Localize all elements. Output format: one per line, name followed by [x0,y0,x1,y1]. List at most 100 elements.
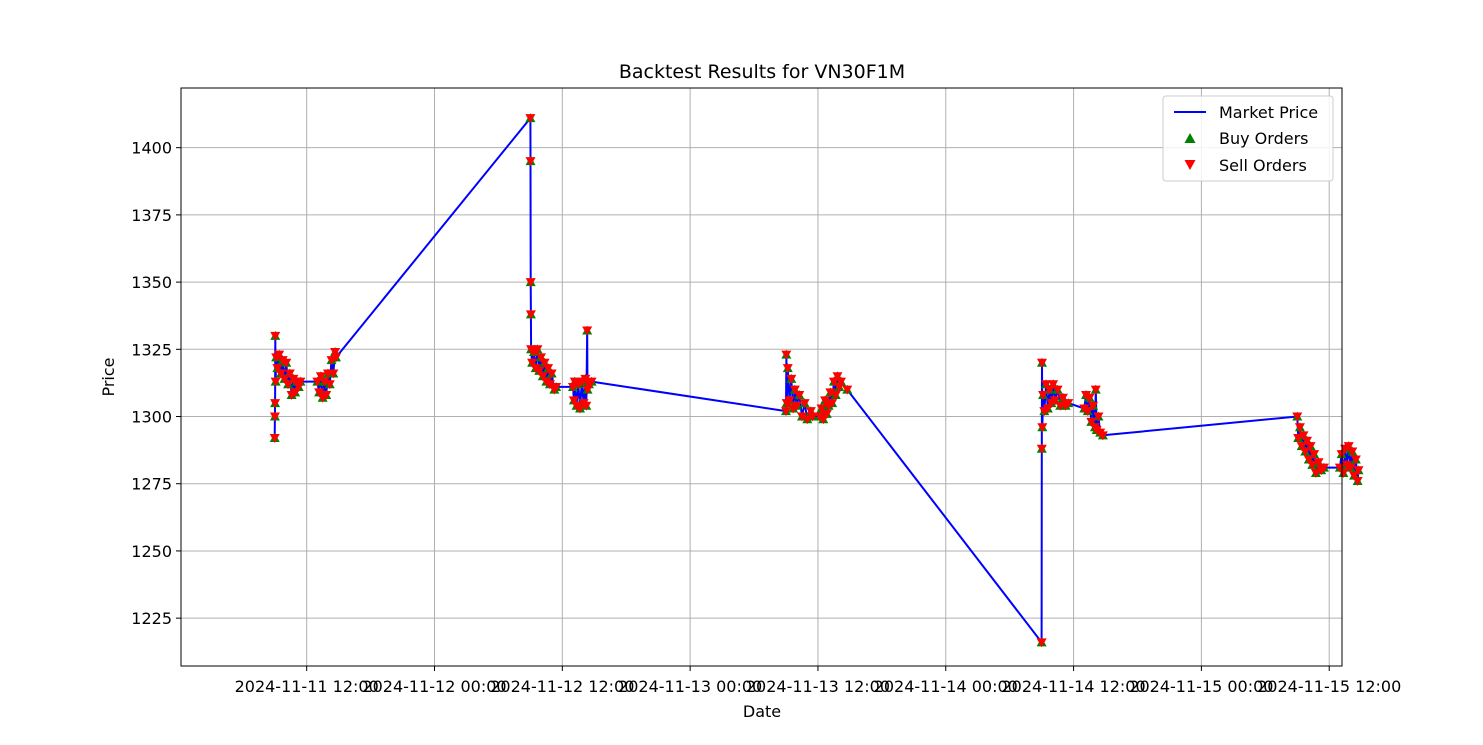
sell-order-marker [281,358,292,368]
sell-order-marker [821,409,832,419]
x-tick-label: 2024-11-12 00:00 [362,677,506,696]
sell-order-marker [805,407,816,417]
x-tick-label: 2024-11-14 00:00 [874,677,1018,696]
sell-order-marker [275,369,286,379]
x-tick-label: 2024-11-13 00:00 [618,677,762,696]
legend: Market Price Buy Orders Sell Orders [1162,95,1334,182]
sell-order-marker [836,377,847,387]
sell-order-marker [1093,412,1104,422]
sell-order-marker [781,350,792,360]
legend-box [1162,95,1334,182]
sell-order-marker [537,372,548,382]
sell-order-marker [825,388,836,398]
sell-order-marker [1086,417,1097,427]
sell-order-marker [1338,468,1349,478]
sell-order-marker [581,401,592,411]
sell-order-marker [1345,463,1356,473]
sell-order-marker [828,377,839,387]
sell-order-marker [1036,358,1047,368]
sell-order-marker [1307,460,1318,470]
sell-order-marker [842,385,853,395]
sell-order-marker [827,399,838,409]
sell-order-marker [1052,385,1063,395]
y-tick-label: 1250 [131,542,172,561]
x-tick-label: 2024-11-15 12:00 [1257,677,1401,696]
sell-order-marker [1041,380,1052,390]
sell-order-marker [832,372,843,382]
sell-order-marker [1038,391,1049,401]
sell-order-marker [1292,412,1303,422]
sell-order-marker [1298,431,1309,441]
sell-order-marker [1349,471,1360,481]
sell-order-marker [582,326,593,336]
sell-order-marker [1353,466,1364,476]
sell-order-marker [1037,423,1048,433]
sell-order-marker [1090,385,1101,395]
y-tick-label: 1400 [131,139,172,158]
plot-frame [180,87,1343,667]
sell-order-marker [290,388,301,398]
legend-buy-orders: Buy Orders [1219,129,1308,148]
sell-order-marker [799,399,810,409]
grid-lines [181,88,1342,666]
sell-order-marker [527,358,538,368]
sell-order-marker [1300,447,1311,457]
sell-order-marker [312,377,323,387]
sell-order-marker [1082,407,1093,417]
y-axis-label: Price [99,357,118,396]
sell-order-marker [324,380,335,390]
y-tick-label: 1375 [131,206,172,225]
sell-order-marker [586,377,597,387]
sell-order-marker [330,353,341,363]
sell-order-marker [820,396,831,406]
sell-order-marker [551,382,562,392]
sell-order-marker [321,391,332,401]
sell-order-marker [802,415,813,425]
legend-triangle-up-icon [1184,133,1196,143]
x-tick-label: 2024-11-11 12:00 [235,677,379,696]
sell-order-marker [270,399,281,409]
sell-order-marker [1036,444,1047,454]
sell-order-marker [536,353,547,363]
sell-order-marker [1084,393,1095,403]
sell-order-marker [782,364,793,374]
sell-order-marker [1318,463,1329,473]
y-tick-label: 1300 [131,408,172,427]
sell-order-marker [544,380,555,390]
sell-order-marker [830,391,841,401]
sell-order-marker [816,404,827,414]
sell-order-marker [1293,434,1304,444]
sell-order-marker [1048,380,1059,390]
sell-order-marker [1294,423,1305,433]
sell-orders-series [269,114,1364,648]
chart-title: Backtest Results for VN30F1M [619,61,905,83]
sell-order-marker [272,364,283,374]
sell-order-marker [780,407,791,417]
sell-order-marker [532,345,543,355]
sell-order-marker [525,114,536,124]
sell-order-marker [525,310,536,320]
sell-order-marker [543,364,554,374]
sell-order-marker [284,369,295,379]
sell-order-marker [525,278,536,288]
sell-order-marker [1352,477,1363,487]
sell-order-marker [1309,450,1320,460]
sell-order-marker [1347,447,1358,457]
legend-triangle-down-icon [1184,160,1196,170]
sell-order-marker [1063,399,1074,409]
x-tick-label: 2024-11-14 12:00 [1001,677,1145,696]
sell-order-marker [539,358,550,368]
sell-order-marker [1343,442,1354,452]
sell-order-marker [283,380,294,390]
sell-order-marker [1305,442,1316,452]
legend-market-price: Market Price [1219,103,1318,122]
y-tick-label: 1350 [131,273,172,292]
x-tick-label: 2024-11-13 12:00 [746,677,890,696]
sell-order-marker [575,404,586,414]
sell-order-marker [269,412,280,422]
y-tick-label: 1275 [131,475,172,494]
sell-order-marker [582,385,593,395]
sell-order-marker [568,396,579,406]
